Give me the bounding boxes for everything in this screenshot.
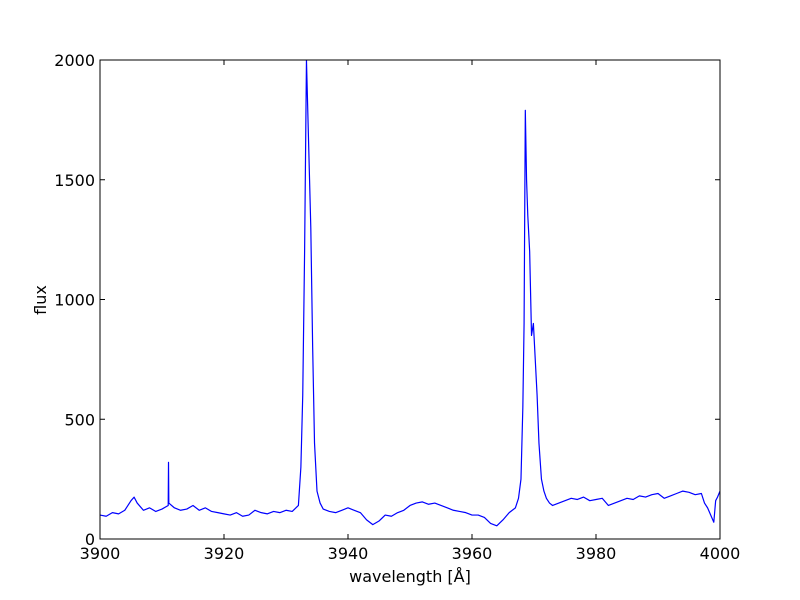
- x-tick-label-3940: 3940: [328, 544, 369, 563]
- x-tick-label-3960: 3960: [452, 544, 493, 563]
- x-tick-label-4000: 4000: [700, 544, 741, 563]
- x-axis-label: wavelength [Å]: [349, 567, 471, 586]
- y-axis-label: flux: [31, 285, 50, 315]
- plot-area: [100, 60, 720, 527]
- y-tick-label-2000: 2000: [54, 51, 95, 70]
- y-tick-label-1500: 1500: [54, 171, 95, 190]
- x-tick-label-3920: 3920: [204, 544, 245, 563]
- x-tick-label-3900: 3900: [80, 544, 121, 563]
- y-tick-label-500: 500: [64, 410, 95, 429]
- axis-ticks: 3900 3920 3940 3960 3980 4000 0 500 1000 1500 2000: [54, 51, 740, 563]
- plot-frame: [99, 59, 721, 540]
- x-tick-label-3980: 3980: [576, 544, 617, 563]
- y-tick-label-1000: 1000: [54, 291, 95, 310]
- y-tick-label-0: 0: [85, 530, 95, 549]
- spectrum-line-0: [100, 60, 720, 527]
